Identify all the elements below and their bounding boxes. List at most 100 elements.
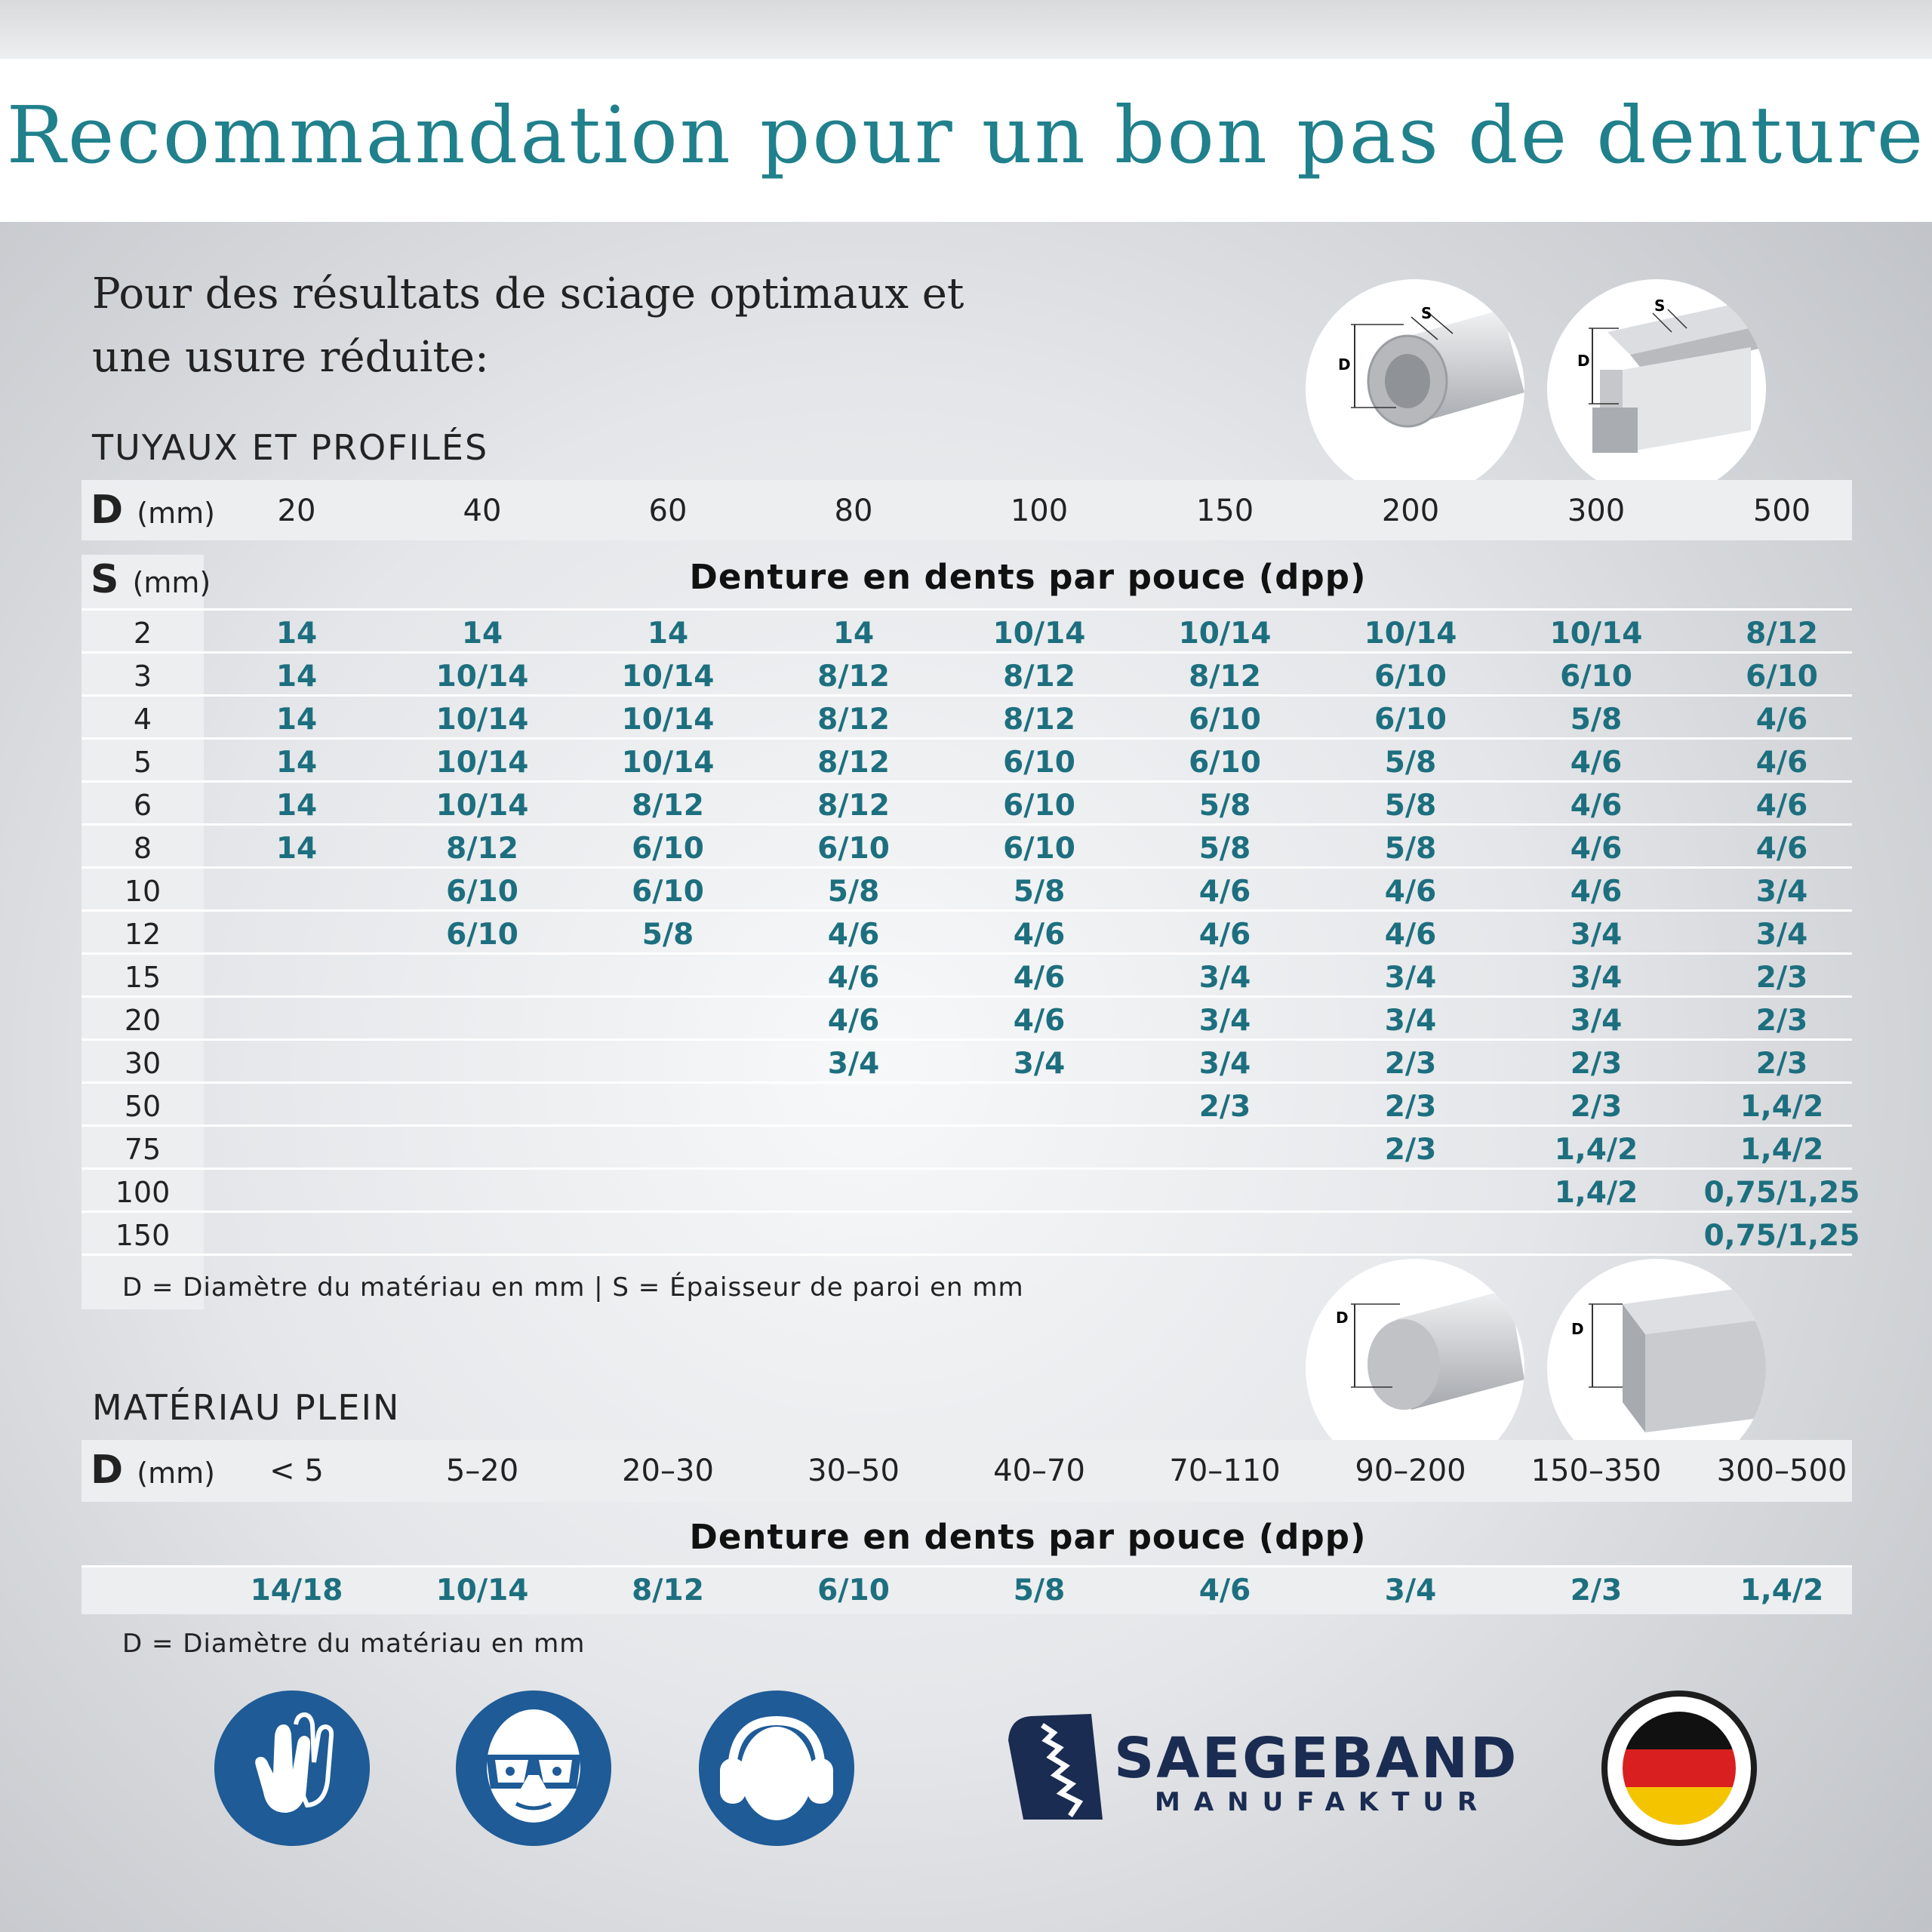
table-cell: 10/14 [435,703,529,737]
table-row: 150 0,75/1,25 [82,1211,1860,1256]
profile-diagram: D S [1547,279,1766,498]
table-cell: 4/6 [1755,832,1808,866]
table-cell: 5/8 [641,918,694,952]
table-cell: 5/8 [827,875,880,909]
table-cell: 2/3 [1384,1133,1437,1167]
table-cell: 2/3 [1755,961,1808,995]
tubes-d-value: 500 [1752,494,1811,528]
table-cell: 14 [275,703,318,737]
table-cell: 14 [275,660,318,694]
tube-d-label: D [1338,355,1351,374]
table-cell: 2/3 [1198,1090,1251,1124]
solid-d-header-band [82,1440,1852,1502]
table-cell: 2/3 [1755,1004,1808,1038]
profile-d-label: D [1577,352,1590,370]
table-cell: 10/14 [621,746,715,780]
solid-d-value: 90–200 [1355,1454,1466,1488]
tubes-d-value: 60 [648,494,688,528]
table-cell: 10/14 [1178,617,1272,651]
tubes-d-value: 80 [834,494,873,528]
table-cell: 6/10 [1560,660,1632,694]
tubes-d-header-band [82,480,1852,540]
table-cell: 8/12 [1003,703,1075,737]
table-cell: 2/3 [1384,1047,1437,1081]
table-cell: 6/10 [1189,746,1261,780]
row-s-value: 2 [133,617,152,650]
table-cell: 1,4/2 [1740,1090,1824,1124]
table-cell: 8/12 [632,789,704,823]
solid-d-value: 5–20 [445,1454,519,1488]
table-row: 75 2/3 1,4/2 1,4/2 [82,1124,1852,1170]
profile-s-label: S [1654,297,1665,315]
tubes-d-value: 150 [1195,494,1254,528]
tubes-s-label: S (mm) [91,557,211,602]
top-bar [0,0,1932,59]
table-cell: 10/14 [621,660,715,694]
table-cell: 4/6 [1755,789,1808,823]
intro-line-2: une usure réduite: [92,333,489,382]
row-s-value: 8 [133,832,152,865]
solid-value-cell: 10/14 [435,1574,529,1607]
solid-values-row: 14/18 10/14 8/12 6/10 5/8 4/6 3/4 2/3 1,4/2 [82,1567,1852,1612]
row-s-value: 50 [124,1090,162,1123]
title-band [0,59,1932,222]
table-cell: 4/6 [1198,875,1251,909]
intro-line-1: Pour des résultats de sciage optimaux et [92,269,964,318]
tubes-heading: TUYAUX ET PROFILÉS [92,427,489,468]
saw-blade-logo-icon [1001,1710,1106,1826]
table-row: 8 14 8/12 6/10 6/10 6/10 5/8 5/8 4/6 4/6 [82,823,1852,869]
tubes-d-value: 100 [1010,494,1069,528]
table-cell: 8/12 [817,660,890,694]
table-cell: 5/8 [1198,789,1251,823]
table-cell: 0,75/1,25 [1703,1219,1860,1253]
intro-text: Pour des résultats de sciage optimaux et… [92,263,1103,389]
table-cell: 6/10 [446,918,518,952]
table-cell: 10/14 [992,617,1086,651]
safety-goggles-icon [456,1690,611,1846]
table-cell: 4/6 [1755,703,1808,737]
table-cell: 8/12 [817,789,890,823]
table-bottom-rule [82,1254,1852,1256]
table-cell: 3/4 [1570,918,1623,952]
tubes-d-value: 40 [463,494,502,528]
table-cell: 4/6 [1570,832,1623,866]
table-row: 15 4/6 4/6 3/4 3/4 3/4 2/3 [82,952,1852,998]
table-cell: 10/14 [435,789,529,823]
table-cell: 2/3 [1570,1047,1623,1081]
table-cell: 5/8 [1198,832,1251,866]
table-cell: 8/12 [446,832,518,866]
table-cell: 3/4 [1013,1047,1066,1081]
solid-heading: MATÉRIAU PLEIN [92,1387,401,1428]
table-cell: 10/14 [1549,617,1643,651]
table-row: 5 14 10/14 10/14 8/12 6/10 6/10 5/8 4/6 4/6 [82,737,1852,783]
row-s-value: 30 [124,1047,162,1080]
table-cell: 14 [647,617,689,651]
table-cell: 14 [461,617,503,651]
table-cell: 0,75/1,25 [1703,1176,1860,1210]
solid-value-cell: 5/8 [1013,1574,1066,1607]
table-row: 3 14 10/14 10/14 8/12 8/12 8/12 6/10 6/10 6/10 [82,651,1852,697]
table-cell: 3/4 [1198,961,1251,995]
table-cell: 3/4 [1384,961,1437,995]
table-row: 10 6/10 6/10 5/8 5/8 4/6 4/6 4/6 3/4 [82,866,1852,912]
table-cell: 6/10 [1003,746,1075,780]
table-cell: 4/6 [827,1004,880,1038]
table-cell: 14 [275,832,318,866]
table-cell: 10/14 [435,660,529,694]
table-cell: 4/6 [1013,918,1066,952]
table-cell: 14 [275,746,318,780]
table-cell: 1,4/2 [1740,1133,1824,1167]
table-cell: 1,4/2 [1554,1176,1638,1210]
table-cell: 4/6 [1198,918,1251,952]
solid-value-cell: 2/3 [1570,1574,1623,1607]
table-cell: 4/6 [1570,746,1623,780]
table-row: 4 14 10/14 10/14 8/12 8/12 6/10 6/10 5/8 4/6 [82,694,1852,740]
s-column-band [82,555,204,1309]
row-s-value: 3 [133,660,152,693]
table-cell: 4/6 [827,961,880,995]
table-cell: 3/4 [1570,961,1623,995]
table-cell: 14 [275,789,318,823]
table-cell: 8/12 [817,746,890,780]
table-cell: 2/3 [1755,1047,1808,1081]
row-s-value: 4 [133,703,152,736]
